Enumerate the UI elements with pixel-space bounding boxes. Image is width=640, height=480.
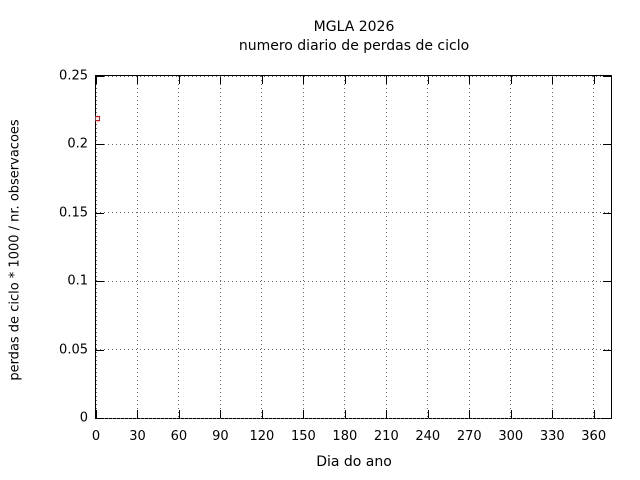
x-gridline <box>219 76 221 418</box>
x-gridline <box>302 76 304 418</box>
y-tick-right <box>603 144 611 146</box>
x-tick-label: 330 <box>539 429 565 444</box>
y-tick-label: 0.15 <box>59 205 88 221</box>
y-tick-label: 0.25 <box>59 68 88 84</box>
x-tick-bottom <box>427 410 429 418</box>
x-gridline <box>510 76 512 418</box>
x-gridline <box>593 76 595 418</box>
x-tick-top <box>469 76 471 84</box>
x-tick-label: 120 <box>249 429 275 444</box>
x-gridline <box>385 76 387 418</box>
x-tick-bottom <box>344 410 346 418</box>
y-gridline <box>96 143 611 145</box>
y-tick-right <box>603 76 611 77</box>
y-tick-right <box>603 349 611 351</box>
y-tick-label: 0.05 <box>59 342 88 358</box>
x-tick-top <box>261 76 263 84</box>
y-gridline <box>96 280 611 282</box>
x-gridline <box>468 76 470 418</box>
x-tick-bottom <box>261 410 263 418</box>
x-tick-top <box>552 76 554 84</box>
x-tick-label: 150 <box>290 429 316 444</box>
x-gridline <box>427 76 429 418</box>
x-tick-label: 270 <box>456 429 482 444</box>
x-tick-top <box>303 76 305 84</box>
y-tick-left <box>96 144 104 146</box>
x-gridline <box>551 76 553 418</box>
x-tick-label: 30 <box>129 429 146 444</box>
x-tick-top <box>178 76 180 84</box>
x-tick-bottom <box>386 410 388 418</box>
x-gridline <box>344 76 346 418</box>
x-gridline <box>95 76 97 418</box>
x-tick-bottom <box>469 410 471 418</box>
x-tick-bottom <box>137 410 139 418</box>
x-tick-label: 90 <box>212 429 229 444</box>
x-gridline <box>136 76 138 418</box>
y-tick-left <box>96 281 104 283</box>
y-axis-label: perdas de ciclo * 1000 / nr. observacoes <box>7 119 23 381</box>
y-gridline <box>96 75 611 77</box>
y-tick-left <box>96 212 104 214</box>
x-tick-label: 300 <box>498 429 524 444</box>
y-tick-label: 0 <box>79 410 88 426</box>
x-tick-bottom <box>510 410 512 418</box>
x-tick-bottom <box>178 410 180 418</box>
x-tick-bottom <box>593 410 595 418</box>
y-gridline <box>96 417 611 419</box>
x-tick-top <box>593 76 595 84</box>
data-point-marker <box>94 115 100 121</box>
y-gridline <box>96 212 611 214</box>
plot-area <box>94 75 612 419</box>
chart-title: MGLA 2026 <box>313 19 395 35</box>
y-tick-label: 0.1 <box>67 273 88 289</box>
x-gridline <box>261 76 263 418</box>
x-axis-label: Dia do ano <box>316 454 392 470</box>
x-tick-label: 240 <box>415 429 441 444</box>
y-tick-right <box>603 212 611 214</box>
x-tick-top <box>386 76 388 84</box>
x-tick-label: 0 <box>91 429 101 444</box>
x-tick-top <box>96 76 97 84</box>
chart-subtitle: numero diario de perdas de ciclo <box>238 38 470 54</box>
y-tick-left <box>96 349 104 351</box>
x-tick-bottom <box>552 410 554 418</box>
x-tick-label: 60 <box>170 429 188 444</box>
y-tick-left <box>96 76 104 77</box>
x-tick-label: 180 <box>332 429 358 444</box>
y-gridline <box>96 349 611 351</box>
x-tick-top <box>137 76 139 84</box>
x-tick-bottom <box>303 410 305 418</box>
y-tick-left <box>96 418 104 419</box>
x-tick-bottom <box>96 410 97 418</box>
x-gridline <box>178 76 180 418</box>
y-tick-right <box>603 281 611 283</box>
y-tick-right <box>603 418 611 419</box>
x-tick-bottom <box>220 410 222 418</box>
x-tick-label: 360 <box>581 429 607 444</box>
x-tick-top <box>344 76 346 84</box>
x-tick-top <box>220 76 222 84</box>
y-tick-label: 0.2 <box>67 136 88 152</box>
x-tick-label: 210 <box>373 429 399 444</box>
x-tick-top <box>427 76 429 84</box>
x-tick-top <box>510 76 512 84</box>
